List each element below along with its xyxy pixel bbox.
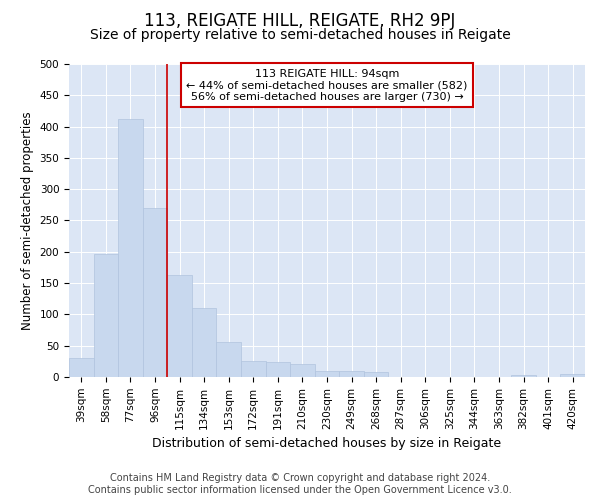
Bar <box>511 375 536 377</box>
Text: Contains HM Land Registry data © Crown copyright and database right 2024.
Contai: Contains HM Land Registry data © Crown c… <box>88 474 512 495</box>
X-axis label: Distribution of semi-detached houses by size in Reigate: Distribution of semi-detached houses by … <box>152 437 502 450</box>
Y-axis label: Number of semi-detached properties: Number of semi-detached properties <box>21 111 34 330</box>
Bar <box>241 361 266 377</box>
Bar <box>94 254 118 377</box>
Bar <box>364 372 388 377</box>
Bar <box>315 370 339 377</box>
Bar <box>192 308 217 377</box>
Bar <box>217 342 241 377</box>
Bar <box>118 119 143 377</box>
Bar <box>339 370 364 377</box>
Text: 113 REIGATE HILL: 94sqm
← 44% of semi-detached houses are smaller (582)
56% of s: 113 REIGATE HILL: 94sqm ← 44% of semi-de… <box>187 68 468 102</box>
Bar <box>560 374 585 377</box>
Bar <box>266 362 290 377</box>
Bar <box>143 208 167 377</box>
Bar <box>167 275 192 377</box>
Text: 113, REIGATE HILL, REIGATE, RH2 9PJ: 113, REIGATE HILL, REIGATE, RH2 9PJ <box>145 12 455 30</box>
Bar <box>69 358 94 377</box>
Bar <box>290 364 315 377</box>
Text: Size of property relative to semi-detached houses in Reigate: Size of property relative to semi-detach… <box>89 28 511 42</box>
